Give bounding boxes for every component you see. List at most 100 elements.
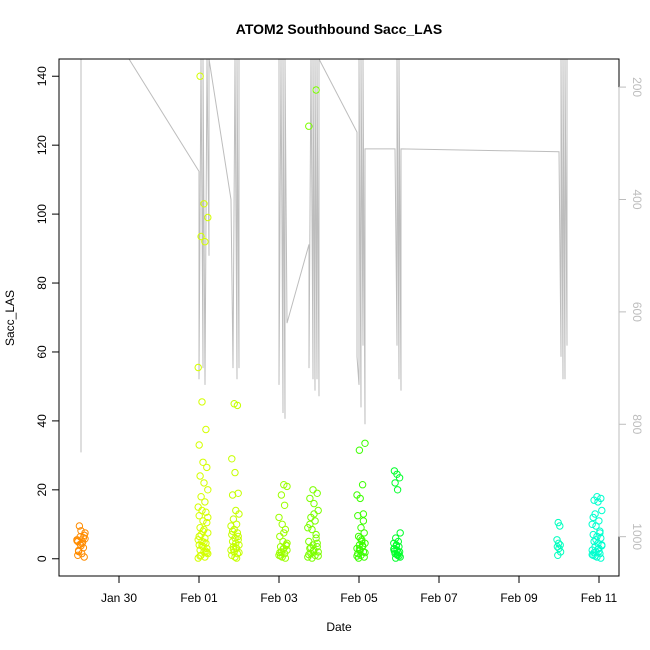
data-point [196, 72, 204, 80]
data-point [594, 498, 602, 506]
y-tick-label: 100 [35, 204, 49, 224]
data-point [202, 508, 210, 516]
data-point [393, 550, 401, 559]
data-point [229, 515, 238, 523]
data-point [232, 554, 241, 562]
secondary-y-tick-label: 800 [630, 414, 644, 434]
depth-trace-layer [80, 58, 568, 453]
data-point [596, 529, 604, 537]
y-tick-label: 20 [35, 483, 49, 497]
data-point [353, 552, 361, 560]
data-point [592, 522, 600, 530]
data-point [306, 520, 314, 528]
data-point [194, 554, 202, 562]
x-axis-label: Date [326, 620, 352, 634]
data-point [200, 200, 208, 208]
data-point [312, 86, 320, 94]
data-point [77, 527, 85, 535]
data-point [396, 529, 404, 537]
data-point [81, 535, 89, 543]
data-point [228, 491, 237, 499]
secondary-y-tick-label: 1000 [630, 523, 644, 550]
data-point [361, 548, 369, 557]
x-tick-label: Feb 01 [180, 591, 218, 605]
x-tick-label: Feb 11 [581, 591, 618, 605]
data-point [361, 439, 369, 447]
data-point [194, 363, 202, 372]
data-point [202, 425, 210, 434]
data-point [228, 455, 236, 463]
data-point [314, 552, 322, 560]
data-point [312, 530, 320, 539]
data-point [313, 489, 321, 497]
data-point [203, 518, 211, 527]
y-tick-label: 0 [35, 555, 49, 562]
data-point [556, 522, 564, 530]
data-point [312, 534, 320, 542]
data-point [360, 553, 368, 561]
data-point [196, 472, 204, 480]
x-axis: Jan 30 Feb 01 Feb 03 Feb 05 Feb 07 Feb 09 Feb … [101, 575, 618, 605]
data-point [231, 553, 239, 561]
data-point [592, 536, 600, 544]
data-point [598, 506, 606, 515]
data-point [590, 537, 598, 546]
data-point [553, 536, 561, 544]
data-point [200, 538, 208, 546]
data-point [394, 537, 402, 546]
data-point [276, 552, 285, 560]
data-point [195, 441, 203, 449]
data-point [233, 401, 242, 410]
data-point [395, 552, 403, 560]
data-point [228, 527, 237, 535]
data-point [391, 479, 399, 487]
data-point [589, 513, 597, 522]
data-point [194, 503, 202, 511]
data-point [275, 513, 283, 522]
data-point [283, 539, 291, 547]
data-point [204, 486, 212, 494]
data-point [310, 510, 318, 518]
data-point [196, 552, 204, 560]
data-point [555, 544, 563, 553]
data-point [588, 520, 596, 528]
data-point [588, 550, 596, 559]
data-point [277, 491, 286, 499]
data-point [359, 517, 368, 525]
data-point [354, 554, 363, 562]
data-point [554, 539, 563, 547]
data-point [81, 529, 89, 537]
data-point [203, 548, 211, 557]
data-point [357, 524, 365, 532]
data-point [306, 494, 314, 503]
data-point [313, 539, 321, 547]
depth-trace-line [80, 58, 568, 453]
chart-title: ATOM2 Southbound Sacc_LAS [236, 21, 442, 37]
data-point [395, 474, 404, 482]
data-point [358, 542, 367, 550]
y-tick-label: 140 [35, 66, 49, 86]
data-point [393, 486, 402, 494]
x-tick-label: Feb 09 [500, 591, 538, 605]
data-point [197, 232, 205, 241]
data-point [234, 532, 242, 541]
data-point [204, 213, 212, 222]
data-point [314, 506, 322, 515]
data-point [394, 548, 402, 557]
y-axis-label: Sacc_LAS [3, 290, 17, 346]
data-point [75, 522, 84, 530]
data-point [311, 517, 319, 525]
data-point [231, 468, 239, 477]
data-point [204, 513, 212, 522]
data-point [360, 529, 368, 537]
data-point [595, 547, 603, 555]
secondary-y-axis: 200 400 600 800 1000 [618, 77, 644, 550]
data-point [553, 543, 562, 551]
secondary-y-tick-label: 400 [630, 189, 644, 209]
data-point [355, 446, 364, 454]
data-point [283, 482, 291, 491]
data-point [201, 498, 209, 506]
data-point [356, 494, 364, 503]
data-point [199, 458, 207, 466]
data-point [598, 542, 606, 550]
